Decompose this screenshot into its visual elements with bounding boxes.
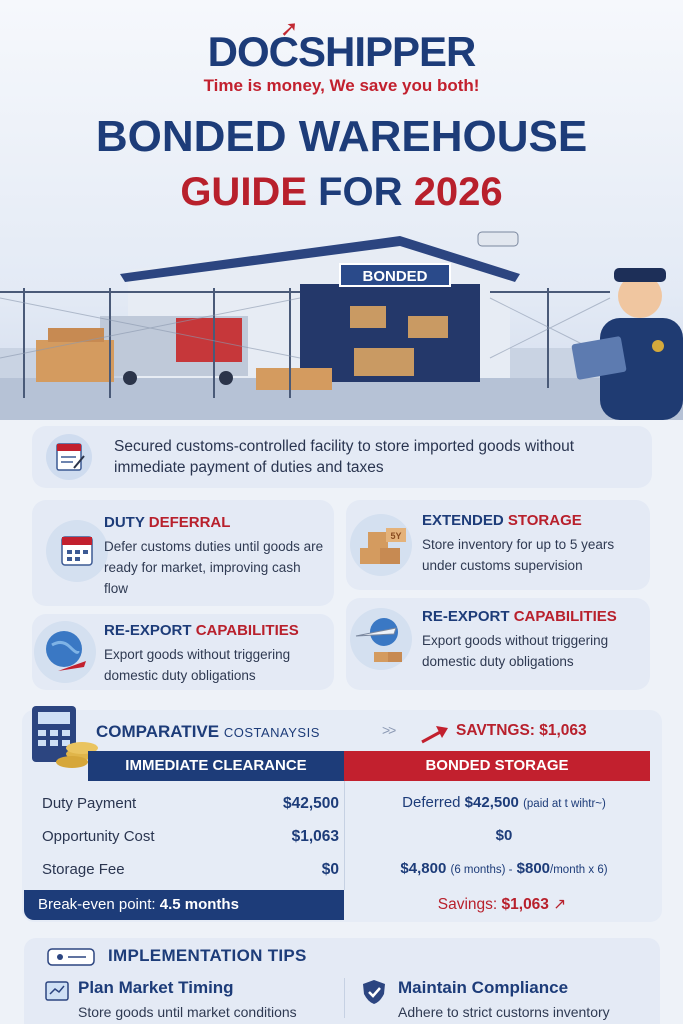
intro-panel: Secured customs-controlled facility to s… bbox=[32, 426, 652, 488]
shield-check-icon bbox=[363, 980, 385, 1004]
feature-card-extended-storage: 5Y EXTENDED STORAGE Store inventory for … bbox=[346, 500, 650, 590]
tip-description: Adhere to strict custorns inventory bbox=[398, 1004, 610, 1020]
feature-card-re-export-2: RE-EXPORT CAPABILITIES Export goods with… bbox=[346, 598, 650, 690]
ticket-icon bbox=[47, 948, 95, 966]
warehouse-illustration: BONDED bbox=[0, 231, 683, 420]
card-title: EXTENDED STORAGE bbox=[422, 512, 582, 529]
column-header-bonded: BONDED STORAGE bbox=[344, 751, 650, 781]
bonded-value: $4,800 (6 months) - $800/month x 6) bbox=[400, 860, 608, 877]
svg-text:BONDED: BONDED bbox=[362, 268, 427, 285]
plane-boxes-icon bbox=[350, 608, 412, 670]
comparison-panel bbox=[22, 710, 662, 922]
table-row-duty-payment: Duty Payment $42,500 Deferred $42,500 (p… bbox=[24, 787, 660, 820]
column-header-immediate: IMMEDIATE CLEARANCE bbox=[88, 751, 344, 781]
card-title: DUTY DEFERRAL bbox=[104, 514, 231, 531]
double-chevron-icon: >> bbox=[382, 722, 396, 738]
tip-heading: Plan Market Timing bbox=[78, 978, 234, 997]
card-description: Export goods without triggering domestic… bbox=[422, 633, 609, 669]
row-label: Opportunity Cost bbox=[42, 828, 155, 845]
card-description: Export goods without triggering domestic… bbox=[104, 647, 291, 683]
calendar-icon bbox=[46, 520, 108, 582]
card-title: RE-EXPORT CAPABILITIES bbox=[422, 608, 617, 625]
tips-divider bbox=[344, 978, 345, 1018]
arrow-up-right-icon: ↗ bbox=[553, 896, 567, 913]
page-subtitle: GUIDE FOR 2026 bbox=[180, 170, 503, 214]
page-title: BONDED WAREHOUSE bbox=[95, 112, 588, 161]
tips-title: IMPLEMENTATION TIPS bbox=[108, 946, 307, 965]
savings-bar: Savings: $1,063 ↗ bbox=[344, 890, 660, 920]
comparison-title: COMPARATIVE COSTANAYSIS bbox=[96, 722, 320, 741]
tip-description: Store goods until market conditions bbox=[78, 1004, 297, 1020]
table-row-opportunity-cost: Opportunity Cost $1,063 $0 bbox=[24, 820, 660, 853]
card-description: Store inventory for up to 5 years under … bbox=[422, 537, 615, 573]
globe-plane-icon bbox=[34, 621, 96, 683]
breakeven-bar: Break-even point: 4.5 months bbox=[24, 890, 344, 920]
bonded-value: Deferred $42,500 (paid at t wihtr~) bbox=[402, 794, 606, 811]
checklist-calendar-icon bbox=[46, 434, 92, 480]
tip-heading: Maintain Compliance bbox=[398, 978, 569, 997]
row-label: Storage Fee bbox=[42, 861, 125, 878]
logo-swoosh-icon: ➚ bbox=[280, 16, 299, 41]
column-divider bbox=[344, 781, 345, 890]
savings-headline: SAVTNGS: $1,063 bbox=[456, 722, 587, 739]
bonded-value: $0 bbox=[495, 827, 513, 844]
feature-card-re-export: RE-EXPORT CAPABILITIES Export goods with… bbox=[32, 614, 334, 690]
card-title: RE-EXPORT CAPABILITIES bbox=[104, 622, 299, 639]
immediate-value: $42,500 bbox=[282, 795, 339, 812]
intro-text: Secured customs-controlled facility to s… bbox=[114, 438, 575, 476]
chart-board-icon bbox=[45, 981, 69, 1001]
brand-logo: DOCSHIPPER bbox=[207, 28, 477, 75]
row-label: Duty Payment bbox=[42, 795, 137, 812]
immediate-value: $0 bbox=[321, 861, 339, 878]
card-description: Defer customs duties until goods are rea… bbox=[104, 539, 324, 596]
header: ➚ DOCSHIPPER Time is money, We save you … bbox=[0, 0, 683, 420]
implementation-tips-panel bbox=[24, 938, 660, 1024]
feature-card-duty-deferral: DUTY DEFERRAL Defer customs duties until… bbox=[32, 500, 334, 606]
boxes-5y-icon: 5Y bbox=[350, 514, 412, 576]
table-row-storage-fee: Storage Fee $0 $4,800 (6 months) - $800/… bbox=[24, 853, 660, 886]
immediate-value: $1,063 bbox=[291, 828, 339, 845]
brand-slogan: Time is money, We save you both! bbox=[203, 76, 480, 95]
svg-text:5Y: 5Y bbox=[390, 531, 401, 541]
arrow-up-right-icon bbox=[421, 726, 448, 744]
bonded-sign bbox=[339, 263, 451, 287]
